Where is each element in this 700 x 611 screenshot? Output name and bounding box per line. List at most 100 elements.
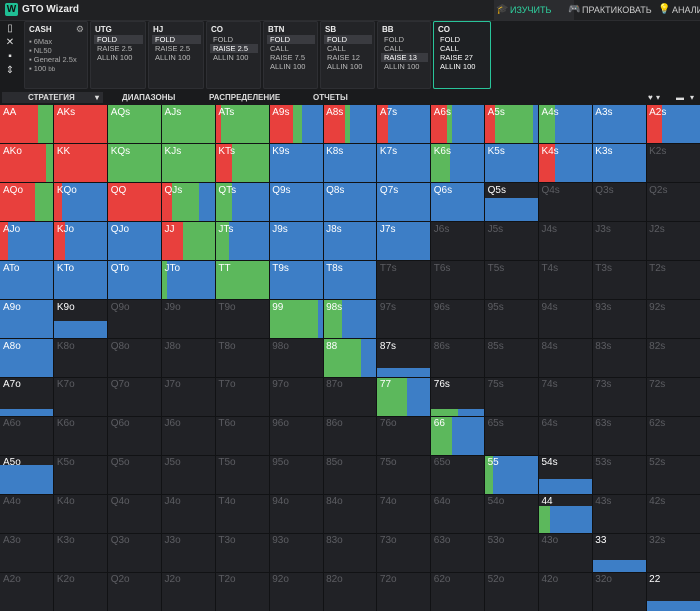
hand-cell-a4o[interactable]: A4o (0, 494, 54, 534)
hand-cell-q2o[interactable]: Q2o (107, 572, 162, 611)
hand-cell-t8o[interactable]: T8o (215, 338, 270, 378)
hand-cell-kjo[interactable]: KJo (53, 221, 108, 261)
hand-cell-k2o[interactable]: K2o (53, 572, 108, 611)
hand-cell-q4o[interactable]: Q4o (107, 494, 162, 534)
hand-cell-j2o[interactable]: J2o (161, 572, 216, 611)
hand-cell-k7s[interactable]: K7s (376, 143, 431, 183)
hand-cell-63o[interactable]: 63o (430, 533, 485, 573)
hand-cell-qto[interactable]: QTo (107, 260, 162, 300)
hand-cell-q4s[interactable]: Q4s (538, 182, 593, 222)
hand-cell-a9o[interactable]: A9o (0, 299, 54, 339)
hand-cell-aks[interactable]: AKs (53, 105, 108, 144)
hand-cell-77[interactable]: 77 (376, 377, 431, 417)
hand-cell-kts[interactable]: KTs (215, 143, 270, 183)
hand-cell-54s[interactable]: 54s (538, 455, 593, 495)
hand-cell-qq[interactable]: QQ (107, 182, 162, 222)
action-option[interactable]: ALLIN 100 (97, 53, 133, 62)
hand-cell-75o[interactable]: 75o (376, 455, 431, 495)
hand-cell-qjs[interactable]: QJs (161, 182, 216, 222)
hand-cell-kto[interactable]: KTo (53, 260, 108, 300)
hand-cell-44[interactable]: 44 (538, 494, 593, 534)
hand-cell-t4s[interactable]: T4s (538, 260, 593, 300)
action-option[interactable]: RAISE 2.5 (155, 44, 191, 53)
hand-cell-qjo[interactable]: QJo (107, 221, 162, 261)
hand-cell-k4s[interactable]: K4s (538, 143, 593, 183)
hand-cell-a8s[interactable]: A8s (323, 105, 377, 144)
position-co[interactable]: CO FOLD CALL RAISE 27 ALLIN 100 (433, 21, 491, 89)
hand-cell-k6o[interactable]: K6o (53, 416, 108, 456)
hand-cell-ato[interactable]: ATo (0, 260, 54, 300)
hand-cell-k9s[interactable]: K9s (269, 143, 324, 183)
hand-cell-k8o[interactable]: K8o (53, 338, 108, 378)
hand-cell-65o[interactable]: 65o (430, 455, 485, 495)
hand-cell-q8s[interactable]: Q8s (323, 182, 377, 222)
action-option[interactable]: ALLIN 100 (213, 53, 249, 62)
hand-cell-98o[interactable]: 98o (269, 338, 324, 378)
hand-cell-86s[interactable]: 86s (430, 338, 485, 378)
hand-cell-k9o[interactable]: K9o (53, 299, 108, 339)
hand-cell-t9s[interactable]: T9s (269, 260, 324, 300)
cash-settings[interactable]: CASH ⚙ ▪ 6Max ▪ NL50 ▪ General 2.5x ▪ 10… (24, 21, 88, 89)
hand-cell-ajs[interactable]: AJs (161, 105, 216, 144)
chevron-down-icon[interactable]: ▾ (690, 93, 695, 102)
position-bb[interactable]: BB FOLD CALL RAISE 13 ALLIN 100 (377, 21, 431, 89)
hand-cell-t5s[interactable]: T5s (484, 260, 539, 300)
hand-cell-j8s[interactable]: J8s (323, 221, 377, 261)
hand-cell-t6o[interactable]: T6o (215, 416, 270, 456)
hand-cell-ats[interactable]: ATs (215, 105, 270, 144)
hand-cell-j7s[interactable]: J7s (376, 221, 431, 261)
hand-cell-76s[interactable]: 76s (430, 377, 485, 417)
hand-cell-ajo[interactable]: AJo (0, 221, 54, 261)
chevron-down-icon[interactable]: ▾ (656, 93, 661, 102)
hand-cell-q7s[interactable]: Q7s (376, 182, 431, 222)
hand-cell-83s[interactable]: 83s (592, 338, 647, 378)
hand-cell-72s[interactable]: 72s (646, 377, 700, 417)
hand-cell-76o[interactable]: 76o (376, 416, 431, 456)
hand-cell-74o[interactable]: 74o (376, 494, 431, 534)
hand-cell-74s[interactable]: 74s (538, 377, 593, 417)
action-option[interactable]: RAISE 2.5 (97, 44, 133, 53)
hand-cell-k5s[interactable]: K5s (484, 143, 539, 183)
hand-cell-52o[interactable]: 52o (484, 572, 539, 611)
tab-strategy[interactable]: СТРАТЕГИЯ ▾ (2, 92, 103, 103)
hand-cell-j6s[interactable]: J6s (430, 221, 485, 261)
hand-cell-k2s[interactable]: K2s (646, 143, 700, 183)
hand-cell-j7o[interactable]: J7o (161, 377, 216, 417)
hand-cell-94o[interactable]: 94o (269, 494, 324, 534)
hand-cell-93s[interactable]: 93s (592, 299, 647, 339)
hand-cell-85o[interactable]: 85o (323, 455, 377, 495)
action-option[interactable]: RAISE 12 (327, 53, 360, 62)
hand-cell-t6s[interactable]: T6s (430, 260, 485, 300)
hand-cell-j8o[interactable]: J8o (161, 338, 216, 378)
bookmark-icon[interactable]: ▯ (7, 23, 13, 34)
hand-cell-a3s[interactable]: A3s (592, 105, 647, 144)
save-icon[interactable]: ▬ (676, 93, 684, 102)
hand-cell-k8s[interactable]: K8s (323, 143, 377, 183)
hand-cell-42o[interactable]: 42o (538, 572, 593, 611)
hand-cell-t8s[interactable]: T8s (323, 260, 377, 300)
action-option[interactable]: FOLD (94, 35, 143, 44)
hand-cell-32o[interactable]: 32o (592, 572, 647, 611)
hand-cell-82s[interactable]: 82s (646, 338, 700, 378)
hand-cell-j3s[interactable]: J3s (592, 221, 647, 261)
action-option[interactable]: FOLD (384, 35, 405, 44)
hand-cell-j2s[interactable]: J2s (646, 221, 700, 261)
hand-cell-a5o[interactable]: A5o (0, 455, 54, 495)
hand-cell-55[interactable]: 55 (484, 455, 539, 495)
hand-cell-t3o[interactable]: T3o (215, 533, 270, 573)
hand-cell-t7o[interactable]: T7o (215, 377, 270, 417)
hand-cell-98s[interactable]: 98s (323, 299, 377, 339)
hand-cell-84s[interactable]: 84s (538, 338, 593, 378)
hand-cell-q6o[interactable]: Q6o (107, 416, 162, 456)
hand-cell-a3o[interactable]: A3o (0, 533, 54, 573)
hand-cell-97o[interactable]: 97o (269, 377, 324, 417)
hand-cell-kqo[interactable]: KQo (53, 182, 108, 222)
hand-cell-t7s[interactable]: T7s (376, 260, 431, 300)
hand-cell-jts[interactable]: JTs (215, 221, 270, 261)
hand-cell-a8o[interactable]: A8o (0, 338, 54, 378)
hand-cell-32s[interactable]: 32s (646, 533, 700, 573)
action-option[interactable]: RAISE 13 (381, 53, 428, 62)
action-option[interactable]: RAISE 2.5 (210, 44, 258, 53)
position-btn[interactable]: BTN FOLD CALL RAISE 7.5 ALLIN 100 (263, 21, 318, 89)
hand-cell-73s[interactable]: 73s (592, 377, 647, 417)
